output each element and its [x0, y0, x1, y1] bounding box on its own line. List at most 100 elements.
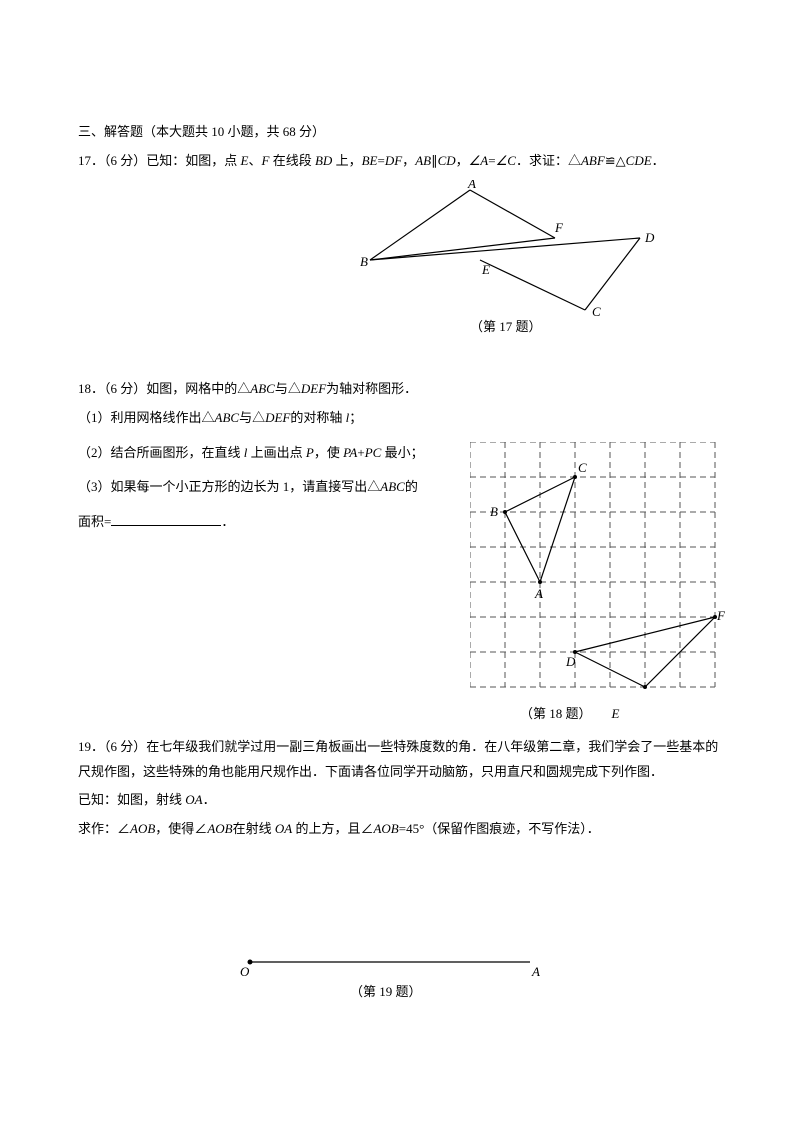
fig17-B: B [360, 254, 368, 269]
q18-p3b: 面积= ． [78, 510, 458, 535]
q17-stem: 已知：如图，点 [146, 153, 240, 168]
q17-prove: ．求证：△ [516, 153, 581, 168]
q18-p1-d: ； [349, 410, 362, 425]
figure-18-caption: （第 18 题） E [520, 702, 619, 727]
q19-l3a: 求作：∠ [78, 821, 130, 836]
q18-ABC: ABC [250, 381, 275, 396]
q18-p1-def: DEF [265, 410, 290, 425]
figure-17-svg: A B E F D C [360, 180, 680, 320]
q18-p2-a: （2）结合所画图形，在直线 [78, 445, 244, 460]
figure-18: A B C D F [470, 442, 730, 711]
q17-points: （6 分） [104, 153, 146, 168]
q18-p1-c: 的对称轴 [290, 410, 345, 425]
q18-p2-P: P [306, 445, 314, 460]
q17-comma1: ， [402, 153, 415, 168]
figure-19-caption-text: （第 19 题） [350, 984, 422, 999]
fig18-A: A [534, 586, 543, 601]
q17-mid1: 、 [249, 153, 262, 168]
q18-p2-d: 最小； [381, 445, 423, 460]
q19-line3: 求作：∠AOB，使得∠AOB在射线 OA 的上方，且∠AOB=45°（保留作图痕… [78, 817, 720, 842]
fig19-A: A [531, 964, 540, 979]
q18-p2: （2）结合所画图形，在直线 l 上画出点 P，使 PA+PC 最小； [78, 441, 458, 466]
q18-p1-abc: ABC [215, 410, 240, 425]
q19-l3d: 的上方，且∠ [292, 821, 373, 836]
q19-AOB2: AOB [207, 821, 232, 836]
q17-number: 17． [78, 153, 104, 168]
q18-stem-a: 如图，网格中的△ [146, 381, 250, 396]
q18-p2-c: ，使 [314, 445, 343, 460]
q18: 18．（6 分）如图，网格中的△ABC与△DEF为轴对称图形． [78, 377, 720, 402]
section-title-text: 三、解答题（本大题共 10 小题，共 68 分） [78, 124, 325, 139]
fig17-F: F [554, 220, 564, 235]
q19-OA2: OA [275, 821, 292, 836]
fig18-F: F [716, 608, 726, 623]
fig18-C: C [578, 460, 587, 475]
q17-CDE: CDE [626, 153, 652, 168]
q18-p3: （3）如果每一个小正方形的边长为 1，请直接写出△ABC的 [78, 475, 458, 500]
fig18-D: D [565, 654, 576, 669]
q19-points: （6 分） [104, 739, 146, 754]
fig17-D: D [644, 230, 655, 245]
q19-l2a: 已知：如图，射线 [78, 792, 185, 807]
q19-l3c: 在射线 [233, 821, 275, 836]
q17-angC: ∠C [496, 153, 516, 168]
fig18-B: B [490, 504, 498, 519]
figure-18-caption-text: （第 18 题） [520, 702, 592, 727]
q18-p3-d: ． [221, 514, 234, 529]
q17-eq: = [377, 153, 384, 168]
page: 三、解答题（本大题共 10 小题，共 68 分） 17．（6 分）已知：如图，点… [0, 0, 800, 1132]
q17: 17．（6 分）已知：如图，点 E、F 在线段 BD 上，BE=DF，AB∥CD… [78, 149, 720, 174]
q18-body: （1）利用网格线作出△ABC与△DEF的对称轴 l； （2）结合所画图形，在直线… [78, 406, 458, 535]
q17-BD: BD [315, 153, 332, 168]
q18-p2-PC: PC [365, 445, 382, 460]
fig19-O: O [240, 964, 250, 979]
q17-E: E [241, 153, 249, 168]
figure-19-caption: （第 19 题） [350, 980, 422, 1005]
q19-l3b: ，使得∠ [155, 821, 207, 836]
q18-stem-b: 与△ [275, 381, 301, 396]
q17-BE: BE [362, 153, 378, 168]
q19-line2: 已知：如图，射线 OA． [78, 788, 720, 813]
q18-DEF: DEF [301, 381, 326, 396]
figure-18-svg: A B C D F [470, 442, 730, 702]
q18-p2-b: 上画出点 [247, 445, 306, 460]
q18-p1: （1）利用网格线作出△ABC与△DEF的对称轴 l； [78, 406, 458, 431]
q17-eq2: = [488, 153, 495, 168]
q17-angA: ∠A [469, 153, 489, 168]
q18-points: （6 分） [104, 381, 146, 396]
figure-17: A B E F D C [360, 180, 680, 329]
q19-OA: OA [185, 792, 202, 807]
q18-p2-PA: PA [343, 445, 357, 460]
q19-AOB3: AOB [373, 821, 398, 836]
q17-mid2: 在线段 [269, 153, 315, 168]
q18-p1-b: 与△ [239, 410, 265, 425]
q17-DF: DF [385, 153, 402, 168]
q19-l2b: ． [203, 792, 216, 807]
q18-p3-c: 面积= [78, 514, 111, 529]
q19: 19．（6 分）在七年级我们就学过用一副三角板画出一些特殊度数的角．在八年级第二… [78, 735, 720, 784]
section-title: 三、解答题（本大题共 10 小题，共 68 分） [78, 120, 720, 145]
fig17-C: C [592, 304, 601, 319]
q17-cong: ≌△ [605, 153, 626, 168]
q18-stem-c: 为轴对称图形． [326, 381, 417, 396]
q18-p3-a: （3）如果每一个小正方形的边长为 1，请直接写出△ [78, 479, 380, 494]
q17-ABF: ABF [581, 153, 605, 168]
q19-number: 19． [78, 739, 104, 754]
fig18-E: E [612, 702, 620, 727]
q18-p1-a: （1）利用网格线作出△ [78, 410, 215, 425]
q18-p2-plus: + [357, 445, 364, 460]
q17-comma2: ， [456, 153, 469, 168]
q19-l3e: =45°（保留作图痕迹，不写作法）． [399, 821, 600, 836]
q19-line1: 在七年级我们就学过用一副三角板画出一些特殊度数的角．在八年级第二章，我们学会了一… [78, 739, 718, 779]
q17-end: ． [652, 153, 665, 168]
q19-AOB1: AOB [130, 821, 155, 836]
q17-CD: CD [438, 153, 456, 168]
q18-p3-b: 的 [405, 479, 418, 494]
q17-mid3: 上， [332, 153, 361, 168]
q18-blank[interactable] [111, 511, 221, 526]
q18-p3-abc: ABC [380, 479, 405, 494]
q18-number: 18． [78, 381, 104, 396]
q17-AB: AB [415, 153, 431, 168]
figure-19-svg: O A [240, 950, 540, 980]
figure-17-caption-text: （第 17 题） [470, 319, 542, 334]
